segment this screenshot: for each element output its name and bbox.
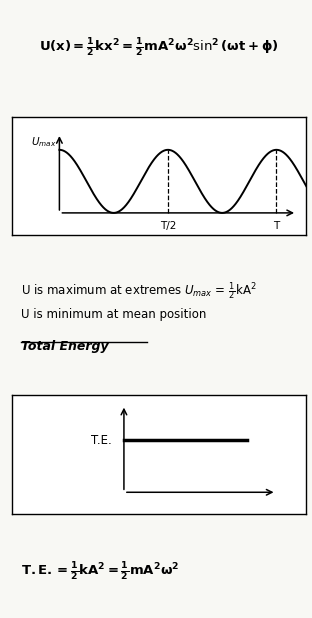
Text: $\mathbf{U(x) = \frac{1}{2}kx^2 = \frac{1}{2}mA^2\omega^2\sin^2(\omega t + \phi): $\mathbf{U(x) = \frac{1}{2}kx^2 = \frac{… xyxy=(39,37,279,59)
Text: T.E.: T.E. xyxy=(91,434,112,447)
Text: U is minimum at mean position: U is minimum at mean position xyxy=(21,308,207,321)
Text: T: T xyxy=(273,221,280,231)
Text: T/2: T/2 xyxy=(160,221,176,231)
Text: U is maximum at extremes $U_{max}$ = $\frac{1}{2}$kA$^2$: U is maximum at extremes $U_{max}$ = $\f… xyxy=(21,281,257,302)
Text: $\mathbf{T.E. = \frac{1}{2}kA^2 = \frac{1}{2}mA^2\omega^2}$: $\mathbf{T.E. = \frac{1}{2}kA^2 = \frac{… xyxy=(21,561,180,583)
Text: $U_{max}$: $U_{max}$ xyxy=(31,135,56,149)
Text: Total Energy: Total Energy xyxy=(21,340,109,353)
